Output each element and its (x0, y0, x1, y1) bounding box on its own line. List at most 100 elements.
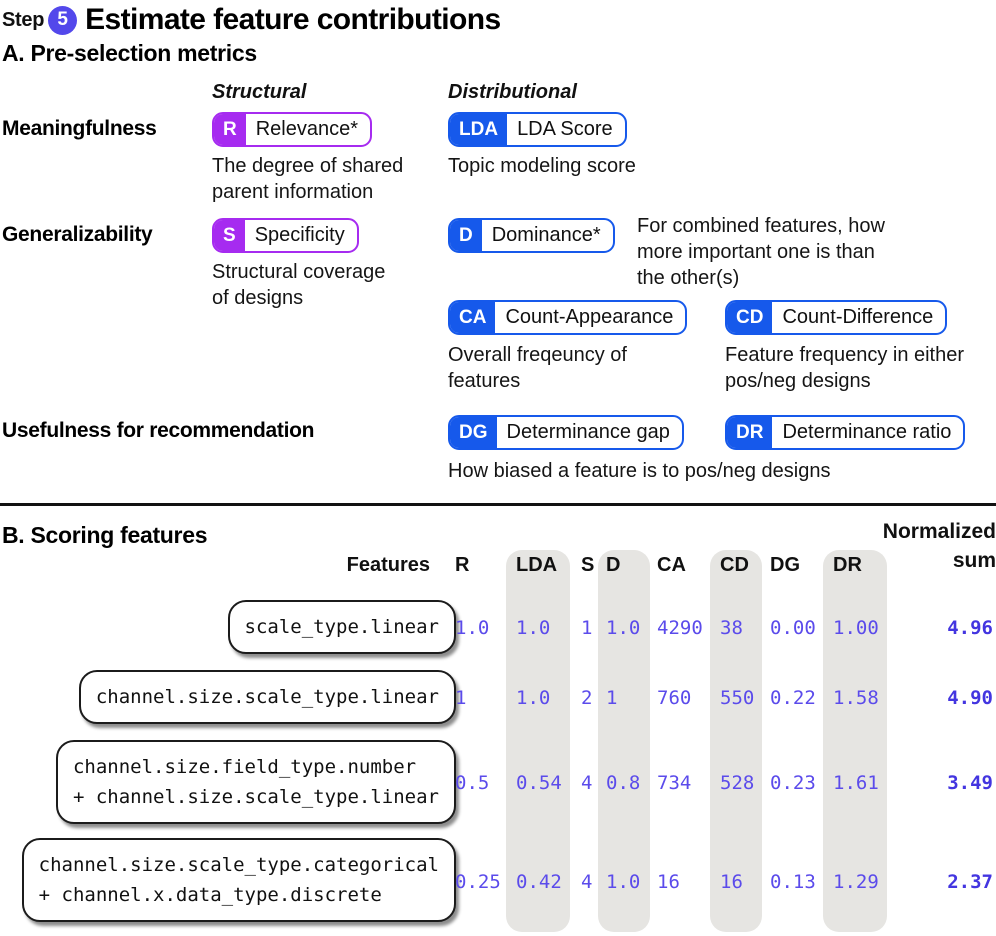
score-cell: 1.0 (606, 871, 641, 893)
score-cell: 1 (581, 617, 593, 639)
determinance-ratio-badge: DR Determinance ratio (725, 415, 966, 450)
feature-name-line2: + channel.size.scale_type.linear (72, 786, 439, 808)
dr-column-band (823, 550, 887, 932)
determinance-gap-label: Determinance gap (506, 421, 670, 443)
feature-pill: scale_type.linear (227, 600, 456, 654)
count-difference-tag: CD (727, 302, 773, 333)
section-a-heading: A. Pre-selection metrics (2, 40, 257, 66)
score-cell: 1.58 (833, 687, 879, 709)
specificity-label: Specificity (254, 224, 345, 246)
determinance-ratio-label: Determinance ratio (782, 421, 952, 443)
score-cell: 1.0 (606, 617, 641, 639)
lda-description: Topic modeling score (448, 155, 636, 177)
feature-name: channel.size.scale_type.linear (95, 686, 439, 708)
row-label-generalizability: Generalizability (2, 223, 153, 246)
score-cell: 1.00 (833, 617, 879, 639)
column-header-features: Features (346, 554, 430, 576)
determinance-gap-tag: DG (450, 417, 497, 448)
feature-pill: channel.size.scale_type.linear (78, 670, 456, 724)
relevance-badge: R Relevance* (212, 112, 373, 147)
relevance-label: Relevance* (255, 118, 359, 140)
normalized-sum-header-line2: sum (952, 549, 996, 572)
score-cell: 0.00 (770, 617, 816, 639)
sum-cell: 3.49 (947, 772, 993, 794)
score-cell: 4290 (657, 617, 703, 639)
specificity-description: Structural coverage of designs (212, 261, 386, 309)
score-cell: 1.0 (516, 617, 551, 639)
page-title-text: Estimate feature contributions (85, 3, 501, 36)
score-cell: 1 (606, 687, 618, 709)
column-header-dr: DR (833, 554, 862, 576)
count-appearance-badge: CA Count-Appearance (448, 300, 688, 335)
score-cell: 38 (720, 617, 743, 639)
score-cell: 0.23 (770, 772, 816, 794)
count-difference-description: Feature frequency in either pos/neg desi… (725, 344, 965, 392)
score-cell: 1.0 (516, 687, 551, 709)
sum-cell: 4.90 (947, 687, 993, 709)
feature-pill: channel.size.field_type.number + channel… (55, 740, 456, 824)
section-divider (0, 503, 996, 506)
determinance-gap-badge: DG Determinance gap (448, 415, 684, 450)
score-cell: 4 (581, 871, 593, 893)
score-cell: 16 (657, 871, 680, 893)
score-cell: 760 (657, 687, 692, 709)
determinance-ratio-tag: DR (727, 417, 773, 448)
score-cell: 734 (657, 772, 692, 794)
feature-name-line2: + channel.x.data_type.discrete (38, 884, 382, 906)
score-cell: 528 (720, 772, 755, 794)
score-cell: 1.61 (833, 772, 879, 794)
score-cell: 0.5 (455, 772, 490, 794)
dominance-description: For combined features, how more importan… (637, 215, 885, 289)
relevance-tag: R (214, 114, 246, 145)
dominance-tag: D (450, 220, 482, 251)
lda-tag: LDA (450, 114, 508, 145)
column-header-r: R (455, 554, 470, 576)
section-b-heading: B. Scoring features (2, 522, 208, 548)
count-difference-badge: CD Count-Difference (725, 300, 948, 335)
count-difference-label: Count-Difference (782, 306, 934, 328)
feature-name: scale_type.linear (244, 616, 439, 638)
score-cell: 0.25 (455, 871, 501, 893)
score-cell: 550 (720, 687, 755, 709)
count-appearance-label: Count-Appearance (505, 306, 674, 328)
column-header-ca: CA (657, 554, 686, 576)
column-header-d: D (606, 554, 621, 576)
score-cell: 1.29 (833, 871, 879, 893)
score-cell: 16 (720, 871, 743, 893)
row-label-usefulness: Usefulness for recommendation (2, 419, 315, 442)
column-header-s: S (581, 554, 595, 576)
score-cell: 0.22 (770, 687, 816, 709)
column-header-dg: DG (770, 554, 800, 576)
column-header-lda: LDA (516, 554, 558, 576)
dominance-badge: D Dominance* (448, 218, 615, 253)
score-cell: 0.8 (606, 772, 641, 794)
score-cell: 1.0 (455, 617, 490, 639)
step-label: Step (2, 8, 45, 31)
dominance-label: Dominance* (491, 224, 601, 246)
lda-badge: LDA LDA Score (448, 112, 627, 147)
score-cell: 0.54 (516, 772, 562, 794)
specificity-tag: S (214, 220, 245, 251)
sum-cell: 2.37 (947, 871, 993, 893)
score-cell: 1 (455, 687, 467, 709)
distributional-column-header: Distributional (448, 81, 577, 103)
feature-pill: channel.size.scale_type.categorical + ch… (21, 838, 456, 922)
count-appearance-description: Overall freqeuncy of features (448, 344, 627, 392)
sum-cell: 4.96 (947, 617, 993, 639)
lda-label: LDA Score (517, 118, 613, 140)
score-cell: 0.13 (770, 871, 816, 893)
feature-name-line1: channel.size.field_type.number (72, 756, 417, 778)
normalized-sum-header: Normalized sum (883, 517, 996, 575)
structural-column-header: Structural (212, 81, 307, 103)
determinance-description: How biased a feature is to pos/neg desig… (448, 460, 831, 482)
row-label-meaningfulness: Meaningfulness (2, 117, 157, 140)
feature-name-line1: channel.size.scale_type.categorical (38, 854, 439, 876)
step-number-badge: 5 (48, 5, 78, 35)
count-appearance-tag: CA (450, 302, 496, 333)
d-column-band (598, 550, 650, 932)
lda-column-band (506, 550, 570, 932)
score-cell: 4 (581, 772, 593, 794)
cd-column-band (710, 550, 762, 932)
relevance-description: The degree of shared parent information (212, 155, 404, 203)
score-cell: 0.42 (516, 871, 562, 893)
